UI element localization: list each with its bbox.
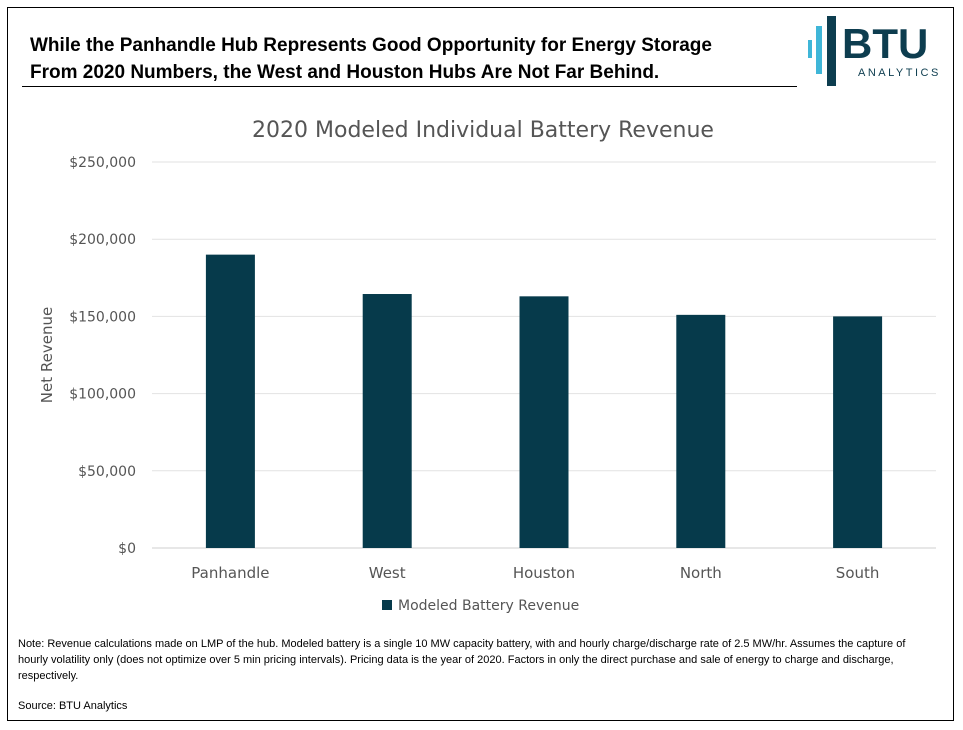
x-tick-label: Panhandle: [191, 564, 269, 582]
x-tick-label: West: [369, 564, 406, 582]
x-tick-label: North: [680, 564, 722, 582]
y-tick-label: $100,000: [69, 387, 136, 403]
btu-analytics-logo: BTU ANALYTICS: [808, 16, 941, 86]
y-tick-label: $0: [118, 541, 136, 557]
bar-houston: [519, 296, 569, 548]
headline-line-1: While the Panhandle Hub Represents Good …: [30, 35, 712, 56]
logo-bar-3: [827, 16, 836, 86]
headline-rule: [22, 86, 797, 87]
bar-series: [205, 254, 883, 548]
figure-frame: [7, 7, 954, 721]
bar-north: [676, 314, 726, 548]
revenue-bar-chart: 2020 Modeled Individual Battery Revenue …: [38, 118, 936, 614]
footnote-note: Note: Revenue calculations made on LMP o…: [18, 638, 906, 682]
x-tick-label: Houston: [513, 564, 575, 582]
legend: Modeled Battery Revenue: [382, 598, 579, 614]
bar-west: [362, 294, 412, 548]
bar-south: [833, 316, 883, 548]
logo-subtitle: ANALYTICS: [858, 67, 941, 79]
y-tick-label: $150,000: [69, 309, 136, 325]
footnote-source: Source: BTU Analytics: [18, 700, 128, 712]
chart-title: 2020 Modeled Individual Battery Revenue: [252, 118, 714, 143]
legend-swatch: [382, 600, 392, 610]
y-axis-ticks: $0 $50,000 $100,000 $150,000 $200,000 $250,00…: [69, 155, 136, 557]
bar-panhandle: [205, 254, 255, 548]
logo-wordmark: BTU: [842, 20, 928, 67]
gridlines: [152, 161, 936, 549]
logo-bar-1: [808, 40, 812, 58]
x-axis-ticks: Panhandle West Houston North South: [191, 564, 879, 582]
y-tick-label: $200,000: [69, 232, 136, 248]
headline: While the Panhandle Hub Represents Good …: [30, 32, 790, 86]
legend-label: Modeled Battery Revenue: [398, 598, 579, 614]
x-tick-label: South: [836, 564, 880, 582]
y-tick-label: $50,000: [78, 464, 136, 480]
y-tick-label: $250,000: [69, 155, 136, 171]
y-axis-label: Net Revenue: [38, 307, 56, 403]
headline-line-2: From 2020 Numbers, the West and Houston …: [30, 62, 660, 83]
logo-bar-2: [816, 26, 822, 74]
